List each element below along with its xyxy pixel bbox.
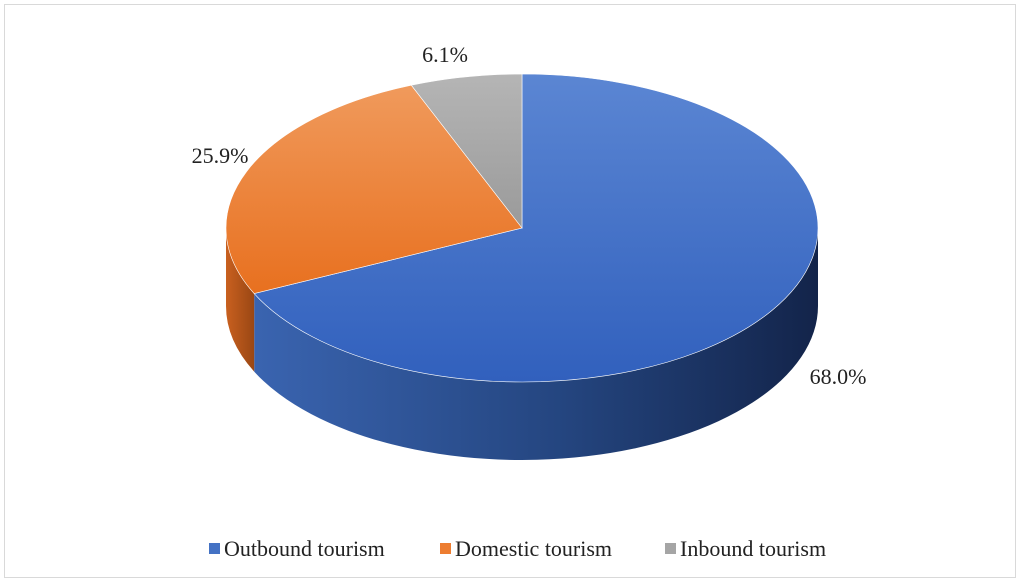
legend-label-outbound-tourism: Outbound tourism — [224, 536, 385, 561]
pie-slice-domestic-tourism — [225, 84, 523, 294]
pie-side-domestic-tourism — [226, 228, 255, 372]
data-label-domestic-tourism: 25.9% — [192, 143, 249, 168]
legend-label-domestic-tourism: Domestic tourism — [455, 536, 612, 561]
legend-swatch-inbound-tourism — [665, 543, 676, 554]
data-label-outbound-tourism: 68.0% — [810, 364, 867, 389]
pie-slice-inbound-tourism — [410, 73, 523, 229]
legend-label-inbound-tourism: Inbound tourism — [680, 536, 826, 561]
pie-side-outbound-tourism — [254, 228, 818, 460]
pie-slice-outbound-tourism — [253, 73, 819, 383]
legend-swatch-outbound-tourism — [209, 543, 220, 554]
data-label-inbound-tourism: 6.1% — [422, 42, 468, 67]
legend-swatch-domestic-tourism — [440, 543, 451, 554]
